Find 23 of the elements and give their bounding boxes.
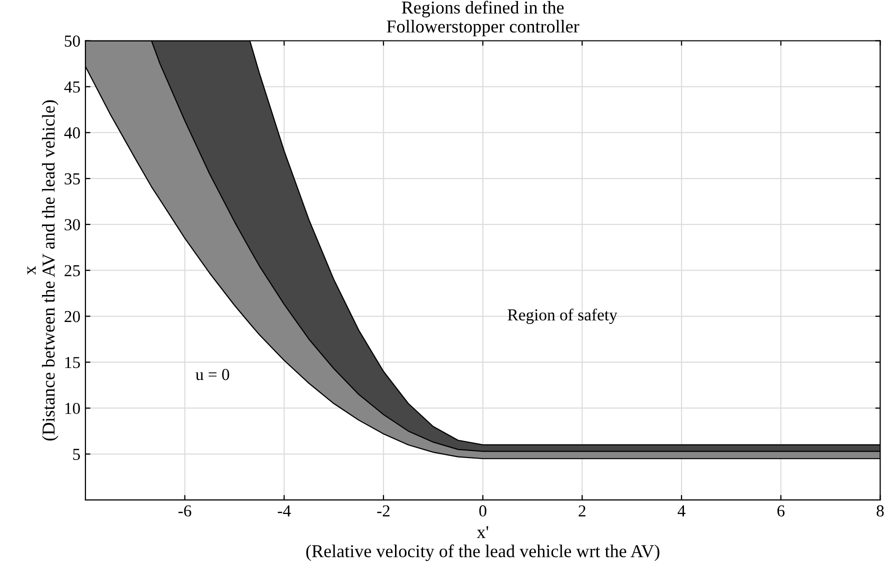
y-tick-label: 40 — [64, 127, 80, 139]
x-tick-label: 6 — [777, 505, 785, 517]
y-tick-label: 10 — [65, 402, 80, 414]
x-tick-label: 0 — [479, 505, 486, 517]
x-tick-label: -2 — [377, 505, 390, 516]
y-tick-label: 50 — [64, 35, 80, 47]
y-tick-label: 25 — [64, 265, 80, 276]
x-tick-label: -6 — [178, 505, 192, 517]
y-tick-label: 30 — [64, 219, 80, 230]
y-tick-label: 20 — [64, 310, 80, 322]
x-axis-title: x' (Relative velocity of the lead vehicle wrt the AV) — [306, 526, 660, 562]
y-axis-title: x (Distance between the AV and the lead vehicle) — [27, 100, 58, 440]
x-tick-label: 8 — [876, 505, 884, 517]
x-tick-label: 2 — [578, 505, 586, 516]
annotation: u = 0 — [196, 368, 230, 380]
chart-title: Regions defined in the Followerstopper controller — [386, 0, 580, 36]
x-tick-label: -4 — [278, 505, 291, 516]
y-tick-label: 5 — [73, 448, 80, 460]
annotation: Region of safety — [508, 308, 618, 324]
y-tick-label: 15 — [65, 356, 80, 368]
x-tick-label: 4 — [678, 505, 686, 516]
y-tick-label: 35 — [64, 173, 80, 184]
y-tick-label: 45 — [64, 81, 80, 93]
